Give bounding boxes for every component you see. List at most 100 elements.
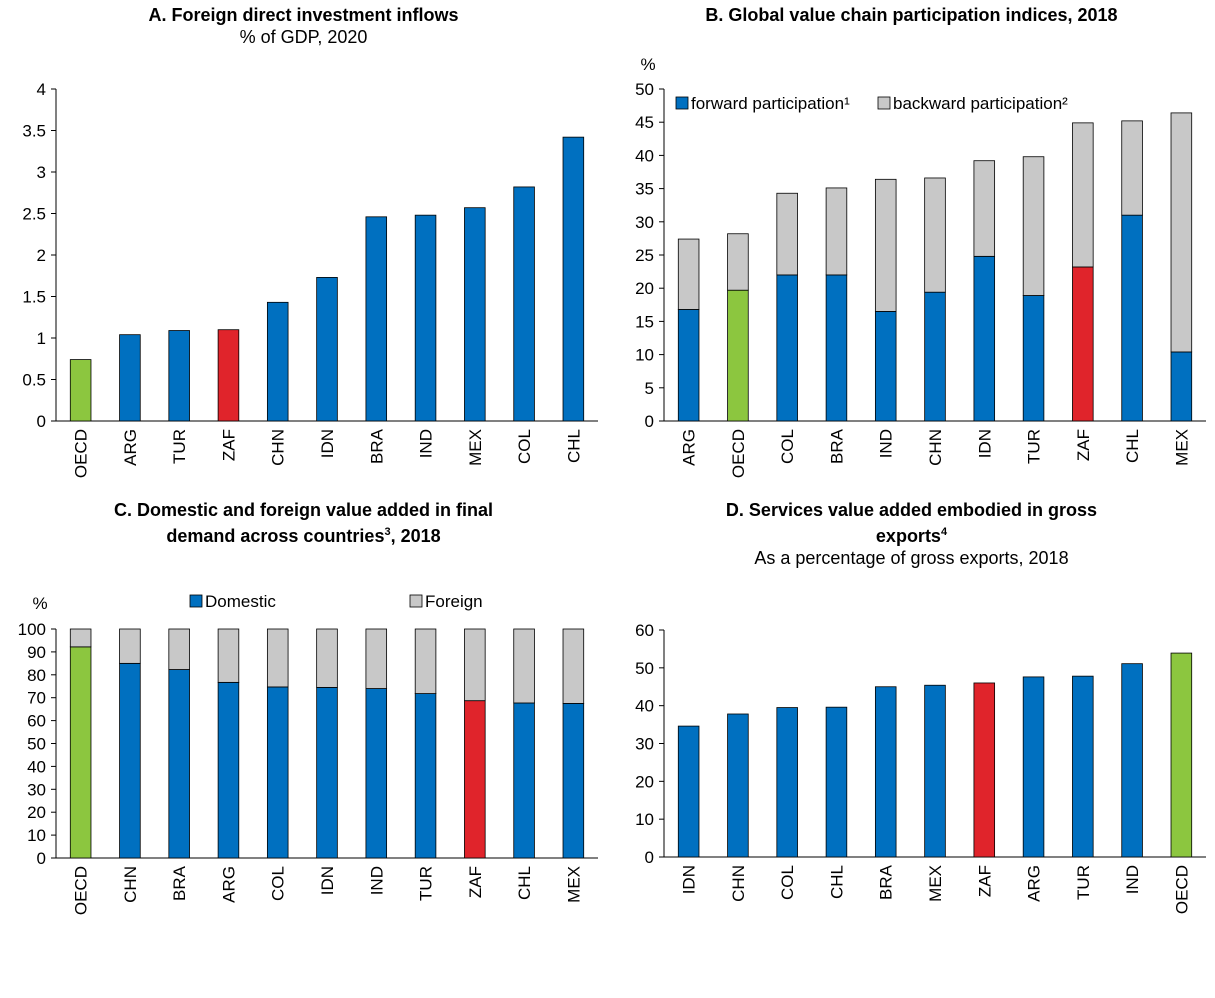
panel-d-title-sup: 4 bbox=[940, 526, 948, 538]
panel-c-title-line2-text: demand across countries bbox=[166, 526, 385, 546]
chart-c-category-label: IDN bbox=[318, 866, 337, 895]
chart-b-legend-swatch bbox=[675, 96, 689, 110]
chart-b-bar-chl-series2 bbox=[1121, 120, 1143, 216]
chart-b-bar-chl-series1 bbox=[1121, 214, 1143, 422]
panel-c-title-sup: 3 bbox=[384, 526, 391, 538]
chart-c-y-tick-label: 80 bbox=[27, 666, 46, 685]
chart-c-bar-bra-series2 bbox=[168, 628, 190, 670]
chart-b-bar-arg-series1 bbox=[677, 309, 700, 422]
chart-a-y-tick-label: 3 bbox=[37, 163, 46, 182]
chart-b-legend-label: forward participation¹ bbox=[691, 94, 850, 113]
chart-a-category-label: COL bbox=[515, 429, 534, 464]
chart-b-bar-oecd-series2 bbox=[727, 233, 749, 291]
panel-b-title: B. Global value chain participation indi… bbox=[608, 4, 1215, 26]
chart-b-bar-idn-series1 bbox=[973, 255, 996, 422]
chart-d-y-tick-label: 60 bbox=[635, 621, 654, 640]
panel-c: C. Domestic and foreign value added in f… bbox=[0, 499, 607, 998]
chart-c-y-tick-label: 40 bbox=[27, 757, 46, 776]
chart-c-bar-ind-series2 bbox=[365, 628, 388, 689]
chart-a-y-tick-label: 0 bbox=[37, 412, 46, 431]
chart-b-category-label: OECD bbox=[729, 429, 748, 478]
chart-c-legend-swatch bbox=[189, 594, 203, 608]
chart-c-category-label: BRA bbox=[170, 865, 189, 901]
panel-d-title: D. Services value added embodied in gros… bbox=[608, 499, 1215, 569]
chart-d-category-label: BRA bbox=[877, 864, 896, 900]
chart-b-category-label: CHL bbox=[1123, 429, 1142, 463]
chart-c-category-label: CHL bbox=[515, 866, 534, 900]
chart-b-y-tick-label: 35 bbox=[635, 180, 654, 199]
chart-c-bar-oecd-series2 bbox=[69, 628, 92, 648]
chart-b-y-tick-label: 25 bbox=[635, 246, 654, 265]
chart-b-y-tick-label: 50 bbox=[635, 80, 654, 99]
panel-a-title: A. Foreign direct investment inflows % o… bbox=[0, 4, 607, 48]
chart-b-y-tick-label: 0 bbox=[645, 412, 654, 431]
panel-d: D. Services value added embodied in gros… bbox=[608, 499, 1215, 998]
chart-b-bar-chn-series1 bbox=[924, 291, 946, 422]
chart-d-bar-mex bbox=[924, 684, 946, 858]
chart-a-category-label: IND bbox=[417, 429, 436, 458]
chart-b-bar-ind-series2 bbox=[874, 178, 897, 312]
chart-a-bar-bra bbox=[365, 216, 388, 422]
chart-a-bar-chl bbox=[562, 136, 585, 422]
chart-c-y-tick-label: 90 bbox=[27, 643, 46, 662]
chart-a-y-tick-label: 4 bbox=[37, 80, 46, 99]
chart-c-bar-tur-series2 bbox=[414, 628, 437, 694]
chart-c-y-tick-label: 60 bbox=[27, 712, 46, 731]
chart-a-category-label: TUR bbox=[170, 429, 189, 464]
panel-a: A. Foreign direct investment inflows % o… bbox=[0, 0, 607, 499]
chart-b-category-label: TUR bbox=[1025, 429, 1044, 464]
panel-b-title-text: B. Global value chain participation indi… bbox=[705, 5, 1118, 25]
chart-d-bar-chn bbox=[727, 713, 749, 858]
chart-b-bar-col-series2 bbox=[776, 192, 798, 276]
chart-b-bar-mex-series1 bbox=[1170, 351, 1193, 422]
chart-c-bar-chl-series2 bbox=[513, 628, 535, 704]
chart-d-bar-arg bbox=[1022, 676, 1045, 858]
chart-b-svg: 0 5 10 15 20 25 30 35 40 45 50% ARG OECD COL BRA IND CHN… bbox=[635, 55, 1206, 478]
chart-c-bar-mex-series2 bbox=[562, 628, 585, 704]
chart-a-y-tick-label: 1.5 bbox=[22, 288, 46, 307]
chart-b-bar-bra-series2 bbox=[825, 187, 848, 276]
chart-d-bar-bra bbox=[874, 686, 897, 858]
panel-c-title-line2: demand across countries3, 2018 bbox=[0, 521, 607, 547]
chart-c-legend-label: Domestic bbox=[205, 592, 276, 611]
chart-c-bar-ind-series1 bbox=[365, 688, 388, 859]
chart-b-category-label: MEX bbox=[1172, 429, 1191, 466]
chart-c-bar-idn-series2 bbox=[316, 628, 338, 688]
chart-b-y-tick-label: 15 bbox=[635, 312, 654, 331]
chart-b-bar-zaf-series2 bbox=[1072, 122, 1094, 268]
panel-d-title-line2: exports4 bbox=[608, 521, 1215, 547]
chart-c-legend-swatch bbox=[409, 594, 423, 608]
chart-b-bar-chn-series2 bbox=[924, 177, 946, 293]
chart-d-bar-oecd bbox=[1170, 652, 1193, 858]
panel-c-title-line1: C. Domestic and foreign value added in f… bbox=[113, 500, 494, 520]
chart-a-y-tick-label: 1 bbox=[37, 329, 46, 348]
chart-b-bar-arg-series2 bbox=[677, 238, 700, 310]
chart-b-bar-mex-series2 bbox=[1170, 112, 1193, 353]
chart-b-bar-ind-series1 bbox=[874, 311, 897, 422]
chart-a-bar-oecd bbox=[69, 359, 92, 422]
chart-b-bar-tur-series2 bbox=[1022, 156, 1045, 296]
chart-d-category-label: IND bbox=[1123, 865, 1142, 894]
chart-c-category-label: OECD bbox=[72, 866, 91, 915]
chart-c-category-label: TUR bbox=[417, 866, 436, 901]
chart-d-category-label: ARG bbox=[1025, 865, 1044, 902]
chart-c-category-label: ZAF bbox=[466, 866, 485, 898]
chart-b-y-tick-label: 20 bbox=[635, 279, 654, 298]
panel-a-title-text: A. Foreign direct investment inflows bbox=[148, 5, 459, 25]
chart-d-y-tick-label: 30 bbox=[635, 735, 654, 754]
chart-d-bar-zaf bbox=[973, 682, 996, 858]
chart-b-y-tick-label: 45 bbox=[635, 113, 654, 132]
chart-c-bar-zaf-series1 bbox=[464, 700, 486, 859]
chart-c-y-tick-label: 50 bbox=[27, 735, 46, 754]
chart-a-category-label: OECD bbox=[72, 429, 91, 478]
chart-c-bar-mex-series1 bbox=[562, 703, 585, 859]
chart-c-y-unit-label: % bbox=[32, 594, 47, 613]
chart-b-legend-label: backward participation² bbox=[893, 94, 1068, 113]
chart-c-bar-idn-series1 bbox=[316, 686, 338, 859]
chart-c-y-tick-label: 30 bbox=[27, 780, 46, 799]
chart-a-bar-zaf bbox=[217, 329, 240, 422]
chart-a-y-tick-label: 3.5 bbox=[22, 122, 46, 141]
chart-a-y-tick-label: 2 bbox=[37, 246, 46, 265]
chart-d-bar-ind bbox=[1121, 663, 1143, 858]
